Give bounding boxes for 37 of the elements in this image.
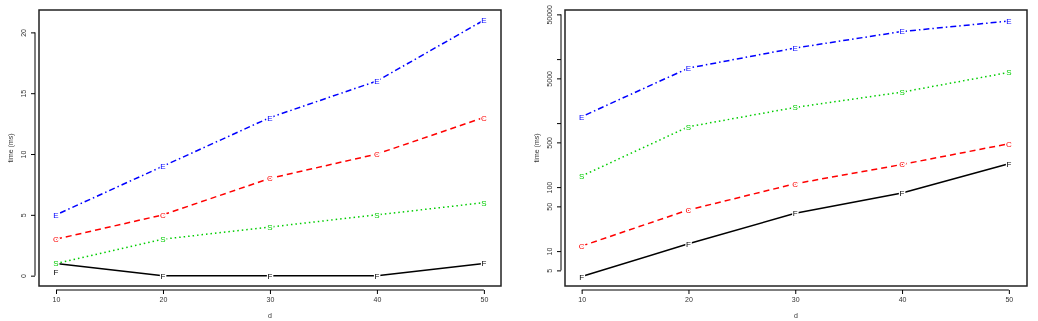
text: E: [899, 27, 905, 37]
text: C: [578, 242, 585, 252]
text: E: [160, 162, 166, 172]
series-label: F: [899, 188, 905, 198]
series-label: S: [160, 235, 166, 245]
text: E: [1006, 17, 1012, 27]
text: C: [685, 205, 692, 215]
text: S: [267, 223, 273, 232]
series-label: S: [1006, 68, 1012, 78]
text: C: [267, 174, 273, 184]
text: S: [899, 88, 905, 98]
text: C: [160, 210, 166, 220]
text: S: [374, 210, 380, 220]
series-label: F: [481, 259, 487, 269]
text: C: [1005, 139, 1012, 149]
text: S: [53, 259, 59, 269]
series-label: E: [792, 44, 798, 54]
text: S: [578, 172, 585, 182]
text: E: [53, 210, 59, 220]
series-label: E: [374, 77, 380, 87]
text: F: [579, 272, 585, 282]
text: F: [374, 271, 380, 281]
text: E: [481, 16, 487, 26]
text: E: [685, 64, 692, 74]
text: E: [267, 113, 273, 123]
text: F: [792, 209, 798, 219]
series-label: C: [374, 150, 381, 160]
text: S: [481, 198, 487, 208]
text: C: [480, 113, 487, 123]
text: S: [792, 103, 798, 113]
text: C: [53, 235, 59, 245]
text: F: [267, 271, 273, 281]
text: E: [578, 112, 585, 122]
text: F: [686, 239, 691, 249]
text: F: [53, 268, 59, 278]
text: F: [160, 271, 166, 281]
text: F: [1006, 159, 1012, 169]
